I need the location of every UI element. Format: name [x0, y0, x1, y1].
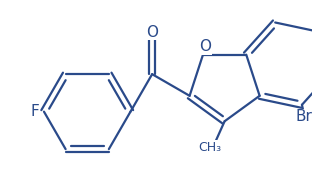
Text: CH₃: CH₃	[198, 141, 221, 154]
Text: O: O	[199, 39, 211, 54]
Text: F: F	[30, 104, 39, 119]
Text: Br: Br	[296, 109, 312, 124]
Text: O: O	[146, 25, 158, 40]
